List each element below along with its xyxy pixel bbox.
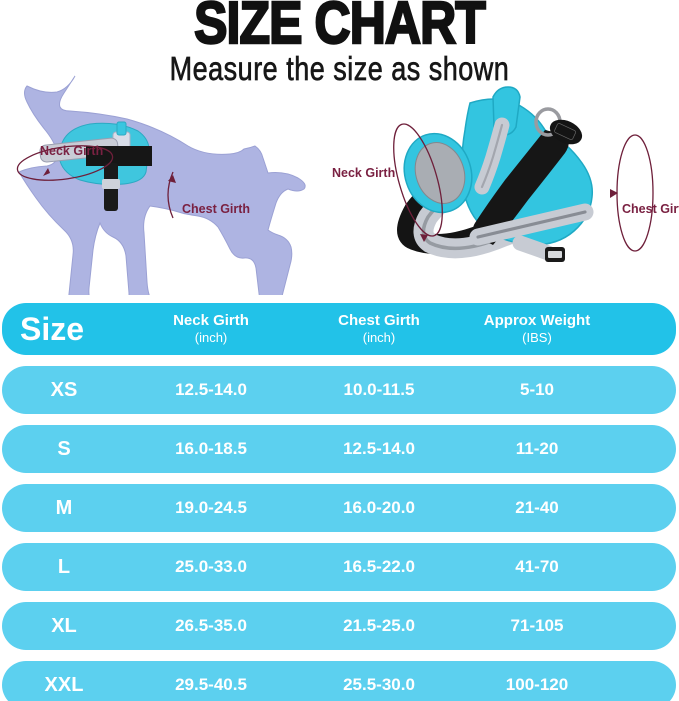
svg-text:Chest Girth: Chest Girth <box>622 202 679 216</box>
svg-text:Neck Girth: Neck Girth <box>40 144 103 158</box>
svg-text:Neck Girth: Neck Girth <box>332 166 395 180</box>
svg-text:Chest Girth: Chest Girth <box>182 202 250 216</box>
